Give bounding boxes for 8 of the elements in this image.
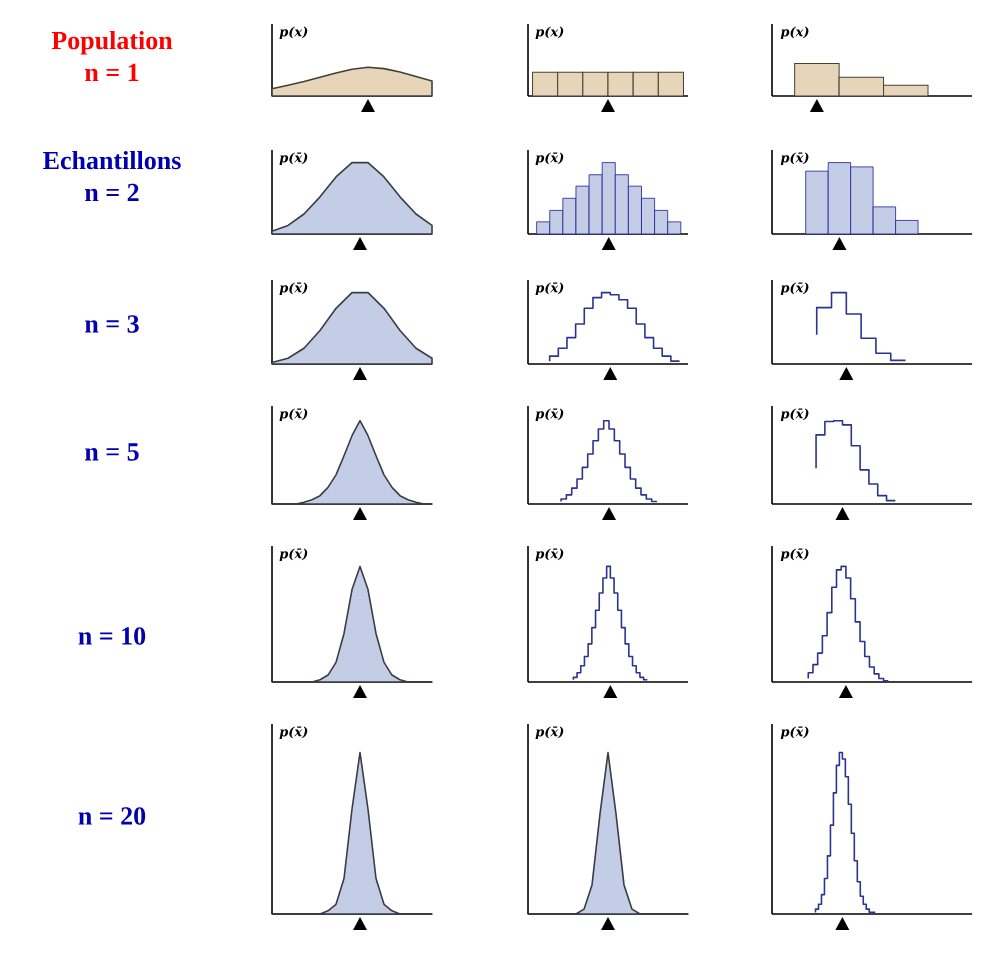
text: n = 5	[85, 443, 139, 461]
text: n = 1	[85, 63, 139, 82]
text: n = 3	[85, 315, 139, 333]
text: n = 20	[78, 807, 146, 825]
text: Echantillons	[43, 150, 181, 170]
text: Population	[51, 30, 173, 55]
text: n = 10	[78, 627, 146, 645]
text: n = 2	[85, 183, 139, 202]
